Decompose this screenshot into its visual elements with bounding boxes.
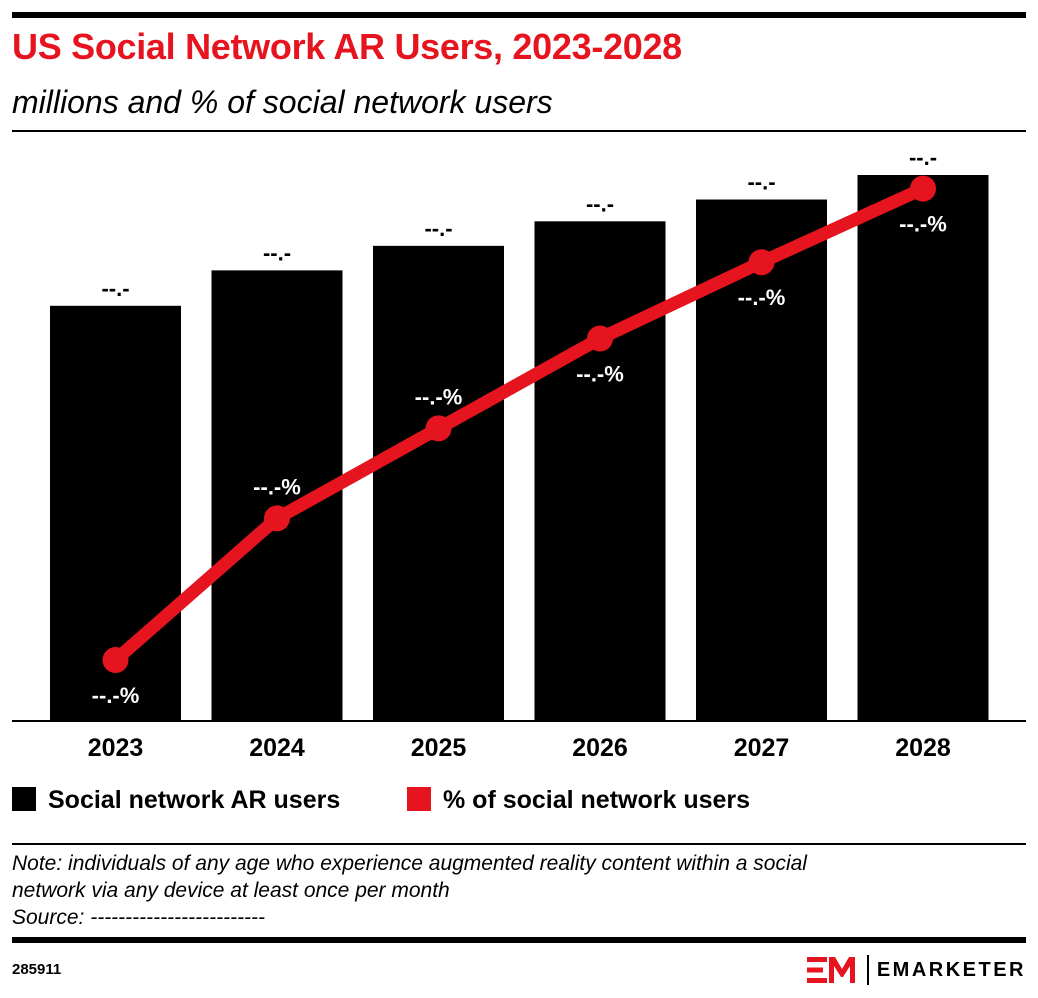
percent-value-label-2027: --.-% (738, 285, 786, 310)
bar-2026 (534, 221, 666, 720)
percent-point-2026 (587, 325, 613, 352)
chart-note: Note: individuals of any age who experie… (12, 850, 1022, 931)
x-tick-label-2024: 2024 (249, 734, 305, 762)
bar-value-label-2023: --.- (101, 276, 129, 301)
legend-swatch-line (407, 787, 431, 811)
percent-point-2025 (425, 415, 452, 442)
chart-subtitle: millions and % of social network users (12, 84, 553, 120)
legend-label-bars: Social network AR users (48, 786, 341, 814)
bar-value-label-2025: --.- (424, 216, 452, 241)
percent-point-2028 (910, 175, 936, 202)
note-line-2: network via any device at least once per… (12, 879, 450, 902)
percent-value-label-2023: --.-% (92, 683, 140, 708)
legend-item-line: % of social network users (407, 786, 750, 815)
percent-series-line (109, 182, 930, 667)
x-tick-label-2023: 2023 (88, 734, 144, 762)
source-line: Source: ------------------------- (12, 906, 266, 929)
chart-id: 285911 (12, 961, 62, 978)
x-tick-label-2028: 2028 (895, 734, 951, 762)
brand-logo: EMARKETER (806, 954, 1026, 986)
bar-value-label-2027: --.- (747, 170, 775, 195)
x-tick-label-2027: 2027 (734, 734, 790, 762)
percent-point-2027 (748, 249, 775, 276)
brand-separator (866, 955, 869, 985)
legend-item-bars: Social network AR users (12, 786, 340, 815)
header-rule (12, 130, 1026, 132)
percent-value-label-2028: --.-% (899, 212, 947, 237)
percent-point-2024 (264, 505, 290, 532)
note-rule (12, 843, 1026, 845)
percent-value-label-2025: --.-% (415, 384, 463, 409)
top-rule (12, 12, 1026, 18)
bar-2028 (857, 175, 989, 720)
x-tick-label-2026: 2026 (572, 734, 628, 762)
footer-rule (12, 937, 1026, 943)
em-logo-icon (806, 957, 855, 983)
bar-value-label-2026: --.- (586, 191, 614, 216)
percent-value-label-2026: --.-% (576, 362, 624, 387)
chart-title: US Social Network AR Users, 2023-2028 (12, 26, 682, 67)
legend-label-line: % of social network users (443, 786, 751, 814)
legend-swatch-bars (12, 787, 36, 811)
percent-value-label-2024: --.-% (253, 474, 301, 499)
x-tick-label-2025: 2025 (411, 734, 467, 762)
note-line-1: Note: individuals of any age who experie… (12, 852, 807, 875)
bar-2025 (373, 245, 504, 720)
chart-area: --.- 2023 --.- 2024 --.- 2025 --.- 2026 --.- 2027… (12, 145, 1026, 762)
bar-value-label-2028: --.- (909, 145, 937, 170)
brand-name: EMARKETER (876, 958, 1026, 981)
percent-point-2023 (102, 647, 129, 674)
bar-value-label-2024: --.- (263, 240, 291, 265)
